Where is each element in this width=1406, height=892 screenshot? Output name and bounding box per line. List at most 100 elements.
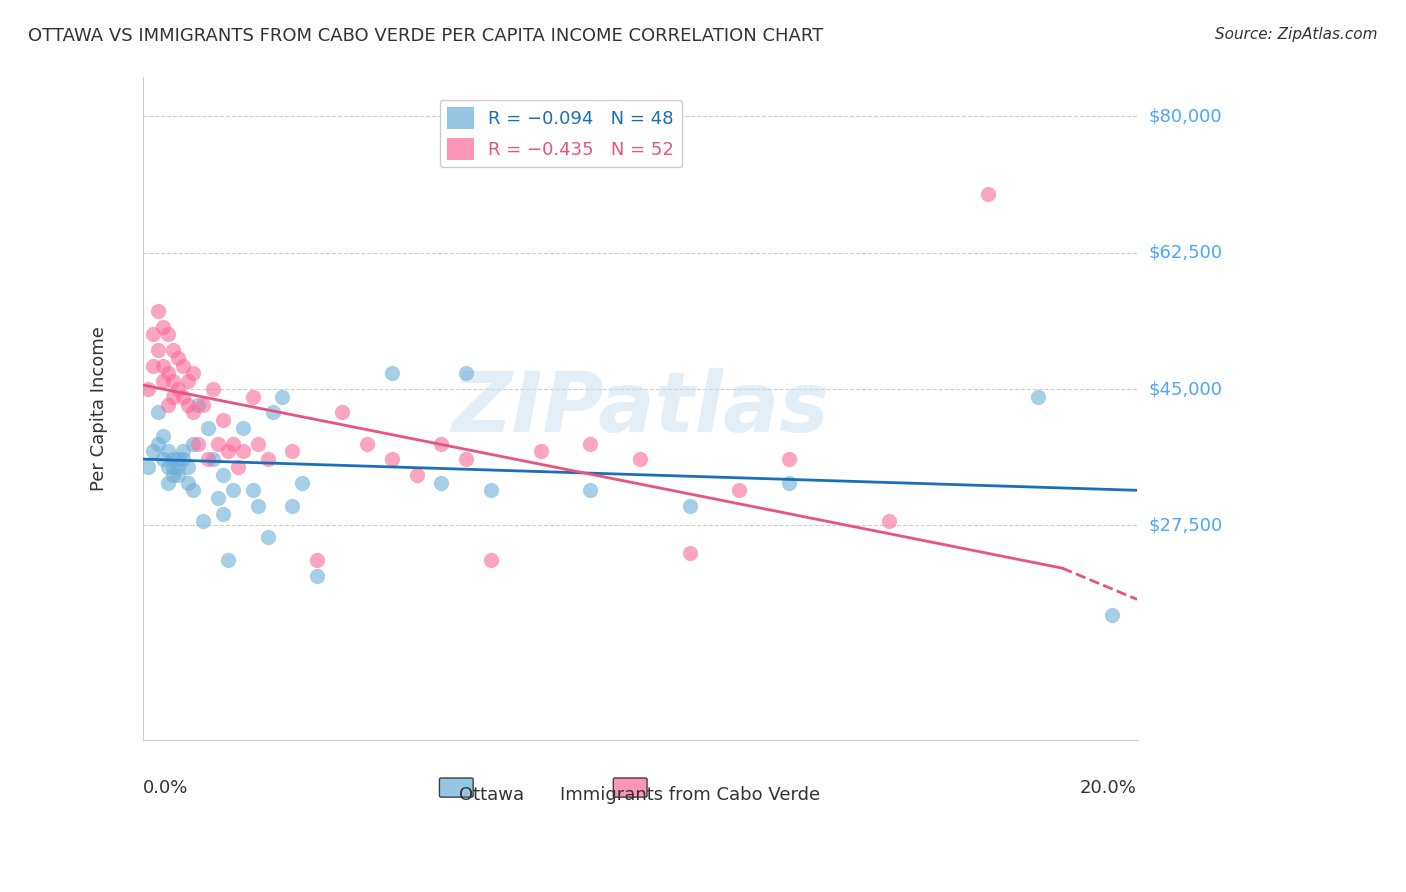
Point [256,530,278,544]
Point [148,304,170,318]
Point [307,569,329,583]
Point [167,467,190,482]
Point [530,444,553,458]
Point [1026,390,1049,404]
Point [167,382,190,396]
Point [330,405,353,419]
Point [181,483,204,498]
Point [222,436,245,450]
Point [157,367,180,381]
Point [456,367,478,381]
Point [271,390,294,404]
Point [217,444,239,458]
Point [162,467,184,482]
Point [778,475,800,490]
Point [162,374,184,388]
Point [281,444,304,458]
Point [256,452,278,467]
Point [157,398,180,412]
Text: $27,500: $27,500 [1149,516,1222,534]
Text: 0.0%: 0.0% [143,780,188,797]
Point [479,553,502,567]
Point [356,436,378,450]
Point [157,327,180,342]
Point [207,491,229,505]
Point [877,515,900,529]
Point [201,452,224,467]
Point [579,436,602,450]
Text: OTTAWA VS IMMIGRANTS FROM CABO VERDE PER CAPITA INCOME CORRELATION CHART: OTTAWA VS IMMIGRANTS FROM CABO VERDE PER… [28,27,824,45]
Point [430,475,453,490]
Point [187,436,209,450]
Point [197,421,219,435]
Point [679,499,702,513]
FancyBboxPatch shape [440,778,474,797]
Point [246,499,269,513]
Point [172,452,194,467]
Point [628,452,651,467]
Text: Source: ZipAtlas.com: Source: ZipAtlas.com [1215,27,1378,42]
Point [177,475,200,490]
Point [167,351,190,365]
Point [162,343,184,357]
Legend: R = −0.094   N = 48, R = −0.435   N = 52: R = −0.094 N = 48, R = −0.435 N = 52 [440,100,682,167]
Point [136,459,159,474]
Point [152,319,174,334]
Text: Per Capita Income: Per Capita Income [90,326,108,491]
Point [728,483,751,498]
Point [167,459,190,474]
Point [148,436,170,450]
Point [157,459,180,474]
Point [246,436,269,450]
Point [211,507,233,521]
Point [142,359,165,373]
Point [222,483,245,498]
Point [142,444,165,458]
Point [405,467,427,482]
Point [172,444,194,458]
Point [232,421,254,435]
Point [172,359,194,373]
Point [162,459,184,474]
Point [211,413,233,427]
Point [307,553,329,567]
Point [201,382,224,396]
Point [191,515,214,529]
Point [242,390,264,404]
Point [579,483,602,498]
Point [181,405,204,419]
Point [381,452,404,467]
Point [679,546,702,560]
Point [977,187,1000,202]
Point [177,398,200,412]
Point [181,436,204,450]
Text: $45,000: $45,000 [1149,380,1222,398]
Point [152,374,174,388]
Point [217,553,239,567]
Point [207,436,229,450]
Point [177,459,200,474]
Point [242,483,264,498]
Point [456,452,478,467]
Point [291,475,314,490]
Text: ZIPatlas: ZIPatlas [451,368,830,449]
Point [187,398,209,412]
Point [152,429,174,443]
Point [211,467,233,482]
Point [162,390,184,404]
Point [148,343,170,357]
Point [162,452,184,467]
Point [479,483,502,498]
Point [157,444,180,458]
Point [136,382,159,396]
Point [430,436,453,450]
Point [177,374,200,388]
Text: $62,500: $62,500 [1149,244,1222,261]
Text: 20.0%: 20.0% [1080,780,1137,797]
Text: Immigrants from Cabo Verde: Immigrants from Cabo Verde [560,786,820,804]
Point [148,405,170,419]
Text: Ottawa: Ottawa [458,786,523,804]
Point [157,475,180,490]
Point [778,452,800,467]
Point [197,452,219,467]
